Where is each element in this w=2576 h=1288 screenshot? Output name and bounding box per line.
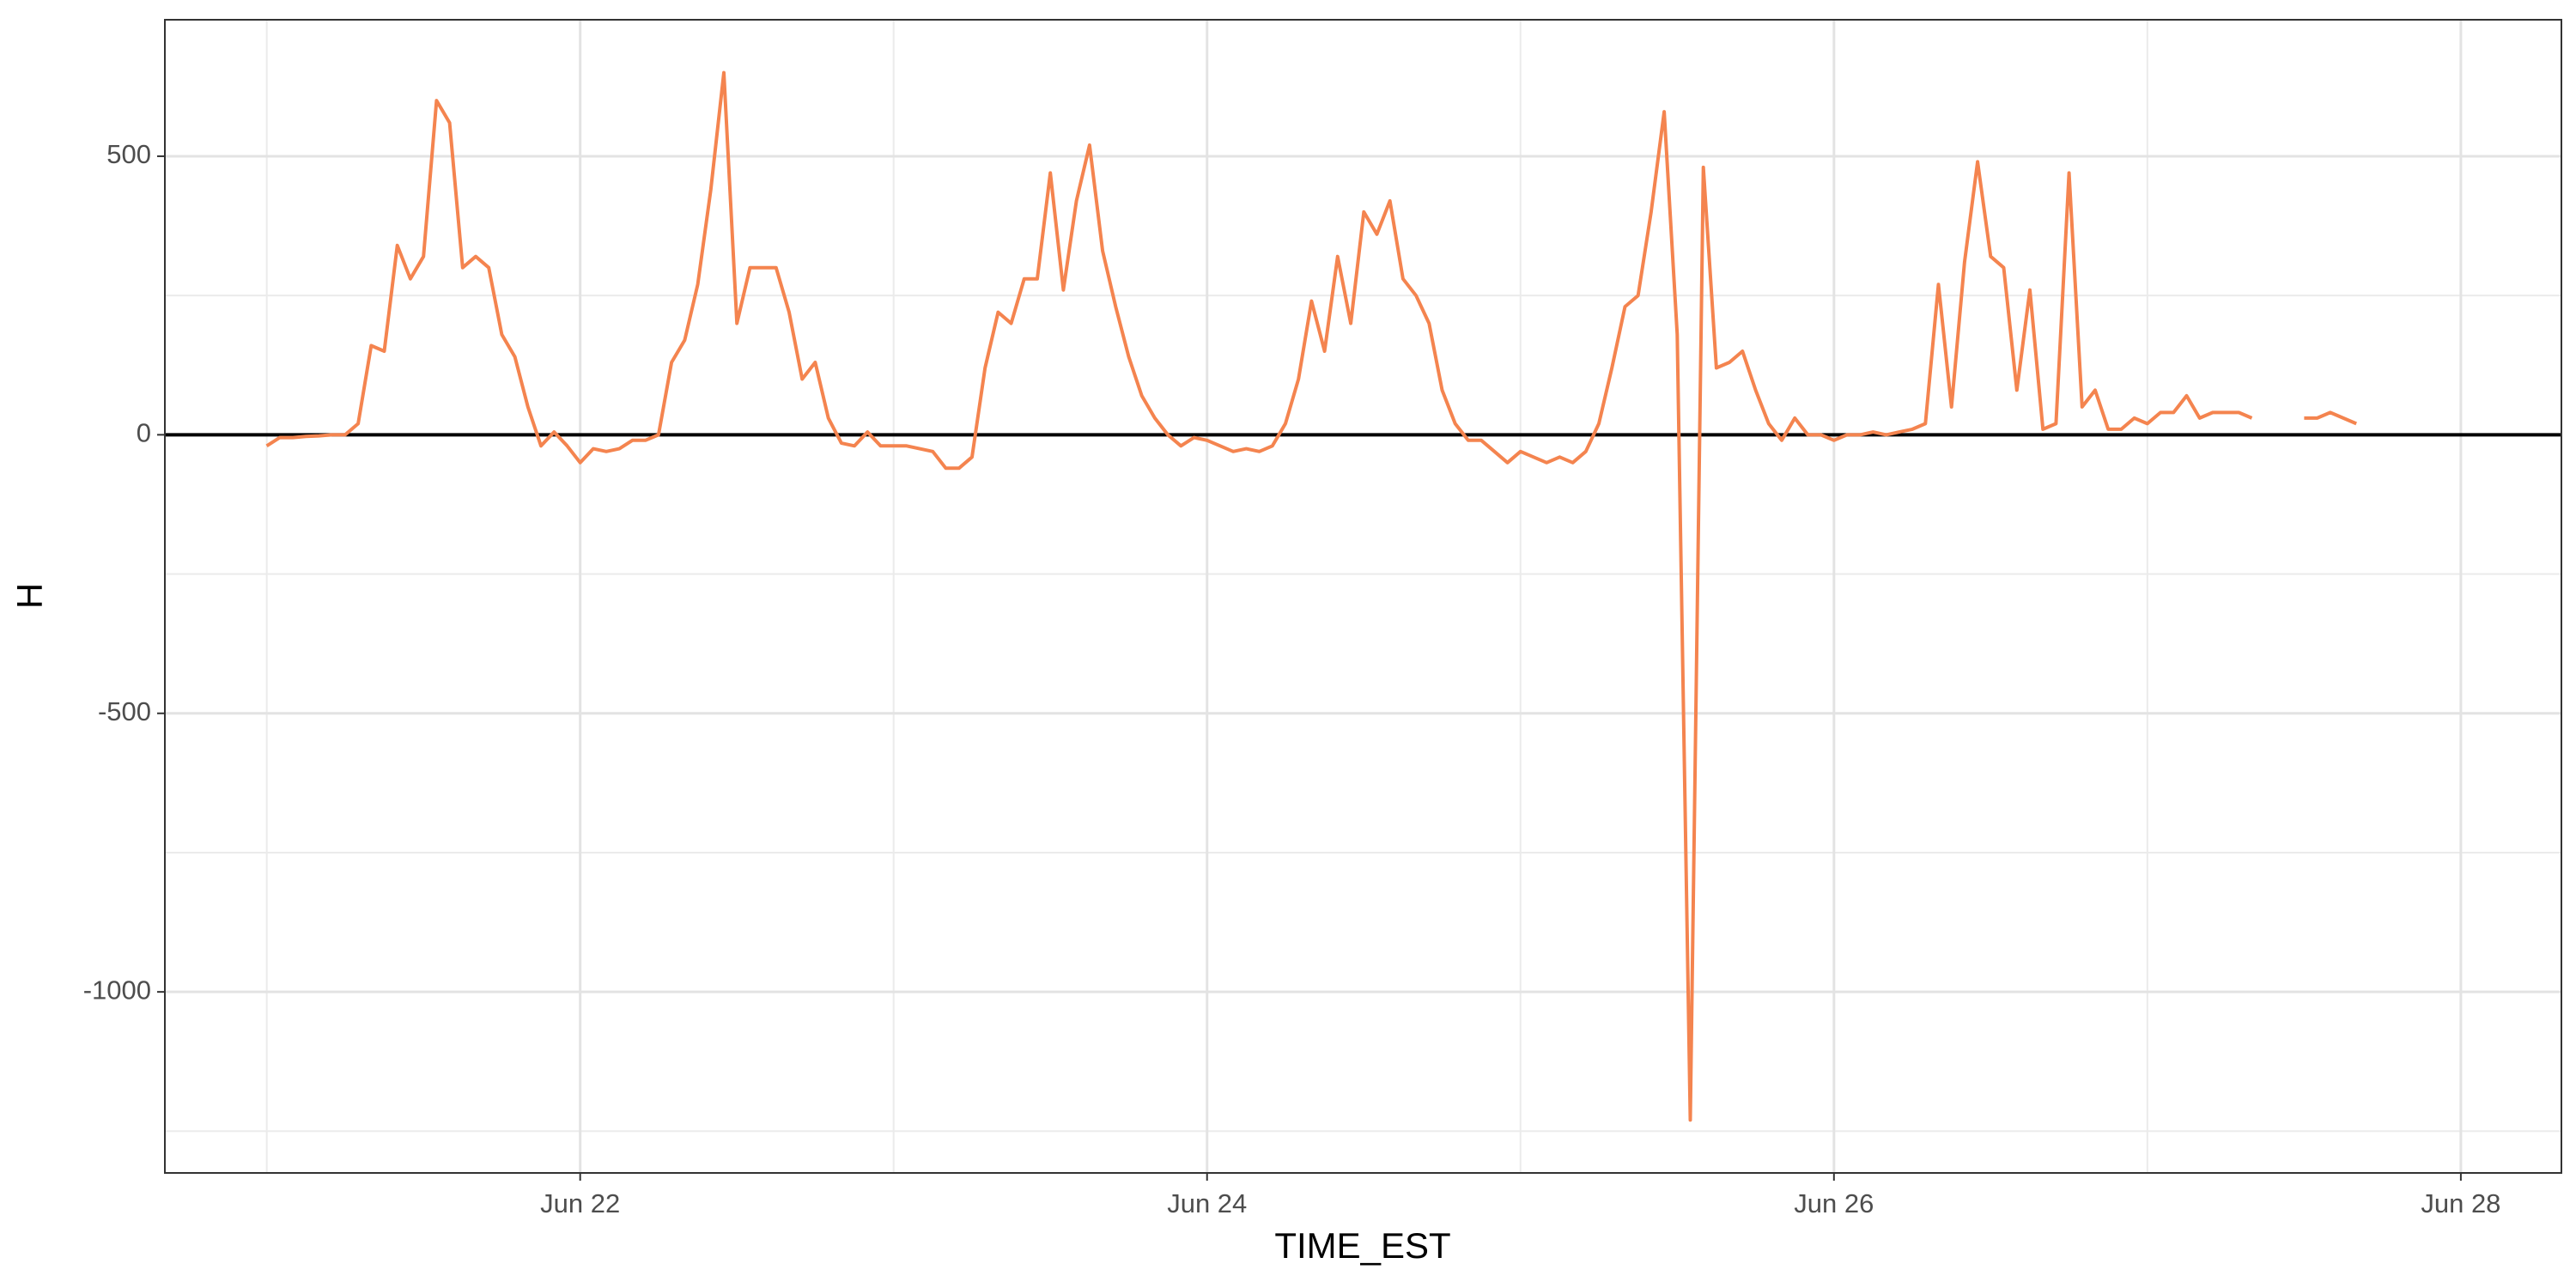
series-line <box>265 70 2357 1122</box>
x-tick-label: Jun 22 <box>540 1188 620 1218</box>
y-tick-label: -1000 <box>83 975 151 1005</box>
x-axis-title: TIME_EST <box>1274 1225 1450 1266</box>
x-tick-label: Jun 28 <box>2421 1188 2500 1218</box>
x-tick-label: Jun 24 <box>1167 1188 1247 1218</box>
y-axis-title: H <box>9 583 50 609</box>
y-tick-label: 500 <box>106 139 151 169</box>
panel-border <box>164 19 2562 1174</box>
marks <box>165 70 2561 1122</box>
y-tick-label: -500 <box>98 696 151 726</box>
y-tick-label: 0 <box>137 418 151 448</box>
x-tick-label: Jun 26 <box>1794 1188 1874 1218</box>
